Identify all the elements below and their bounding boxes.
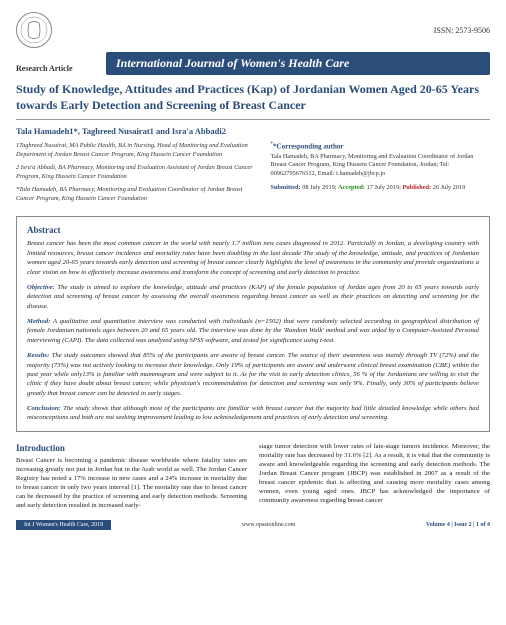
journal-banner: International Journal of Women's Health … — [106, 52, 490, 75]
introduction-columns: Introduction Breast Cancer is becoming a… — [16, 442, 490, 510]
issn-text: ISSN: 2573-9506 — [60, 26, 490, 35]
conclusion-text: The study shows that although most of th… — [27, 405, 479, 421]
published-date: 26 July 2019 — [431, 184, 465, 191]
method-text: A qualitative and quantitative interview… — [27, 318, 479, 344]
footer-journal: Int J Women's Health Care, 2019 — [16, 520, 111, 530]
footer-url: www.opastonline.com — [242, 522, 296, 528]
abstract-results: Results: The study outcomes showed that … — [27, 351, 479, 398]
footer-page: Volume 4 | Issue 2 | 1 of 4 — [426, 522, 490, 528]
journal-logo — [16, 12, 52, 48]
banner-row: Research Article International Journal o… — [16, 52, 490, 75]
page-footer: Int J Women's Health Care, 2019 www.opas… — [16, 520, 490, 530]
publication-dates: Submitted: 08 July 2019; Accepted: 17 Ju… — [271, 184, 490, 193]
abstract-box: Abstract Breast cancer has been the most… — [16, 216, 490, 431]
abstract-conclusion: Conclusion: The study shows that althoug… — [27, 404, 479, 423]
published-label: Published: — [402, 184, 431, 191]
affiliation-1: 1Taghreed Nusairat, MA Public Health, BA… — [16, 142, 259, 159]
results-label: Results: — [27, 352, 52, 359]
header-top: ISSN: 2573-9506 — [16, 12, 490, 48]
meta-columns: 1Taghreed Nusairat, MA Public Health, BA… — [16, 142, 490, 208]
affiliation-2: 2 Isra'a Abbadi, BA Pharmacy, Monitoring… — [16, 164, 259, 181]
conclusion-label: Conclusion: — [27, 405, 63, 412]
corresponding-column: **Corresponding author Tala Hamadeh, BA … — [271, 142, 490, 208]
corresponding-heading: **Corresponding author — [271, 142, 490, 150]
abstract-heading: Abstract — [27, 225, 479, 235]
logo-icon — [19, 15, 49, 45]
abstract-method: Method: A qualitative and quantitative i… — [27, 317, 479, 345]
article-type: Research Article — [16, 60, 106, 75]
introduction-heading: Introduction — [16, 442, 247, 454]
results-text: The study outcomes showed that 85% of th… — [27, 352, 479, 397]
corresponding-heading-text: *Corresponding author — [273, 143, 343, 151]
title-divider — [16, 119, 490, 120]
objective-text: The study is aimed to explore the knowle… — [27, 284, 479, 310]
intro-text-2: stage tumor detection with lower rates o… — [259, 443, 490, 504]
objective-label: Objective: — [27, 284, 57, 291]
intro-text-1: Breast Cancer is becoming a pandemic dis… — [16, 457, 247, 509]
accepted-label: Accepted: — [338, 184, 365, 191]
method-label: Method: — [27, 318, 53, 325]
abstract-objective: Objective: The study is aimed to explore… — [27, 283, 479, 311]
abstract-intro: Breast cancer has been the most common c… — [27, 239, 479, 277]
accepted-date: 17 July 2019; — [365, 184, 402, 191]
affiliation-3: *Tala Hamadeh, BA Pharmacy, Monitoring a… — [16, 186, 259, 203]
intro-col-1: Introduction Breast Cancer is becoming a… — [16, 442, 247, 510]
submitted-date: 08 July 2019; — [301, 184, 338, 191]
intro-col-2: stage tumor detection with lower rates o… — [259, 442, 490, 510]
corresponding-body: Tala Hamadeh, BA Pharmacy, Monitoring an… — [271, 153, 490, 179]
affiliations-column: 1Taghreed Nusairat, MA Public Health, BA… — [16, 142, 259, 208]
submitted-label: Submitted: — [271, 184, 301, 191]
page: ISSN: 2573-9506 Research Article Interna… — [0, 0, 506, 542]
author-list: Tala Hamadeh1*, Taghreed Nusairat1 and I… — [16, 126, 490, 136]
article-title: Study of Knowledge, Attitudes and Practi… — [16, 81, 490, 113]
